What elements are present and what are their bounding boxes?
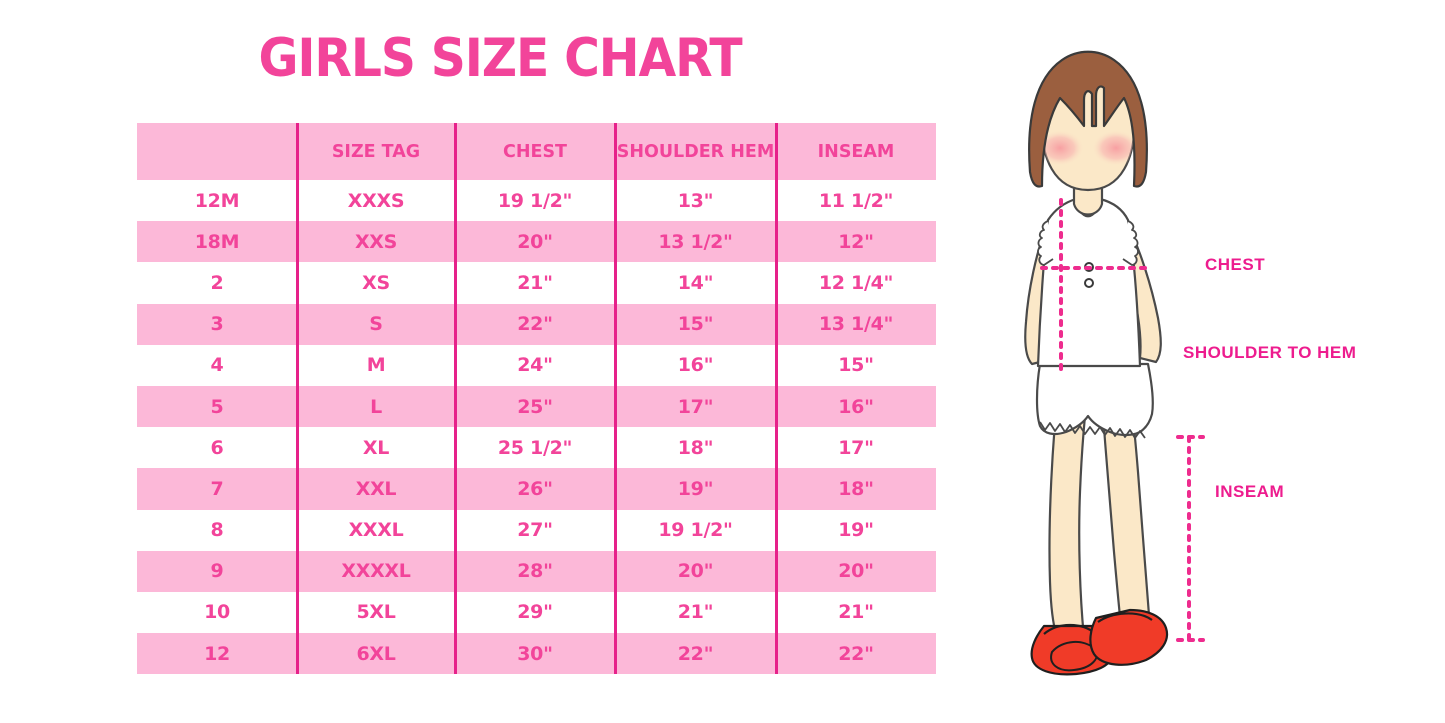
table-header: SIZE TAG CHEST SHOULDER HEM INSEAM	[137, 123, 936, 180]
cell-inseam: 16"	[838, 395, 874, 418]
cell-chest: 25"	[455, 385, 617, 428]
cell-size: 2	[137, 262, 299, 304]
cell-chest: 27"	[455, 509, 617, 551]
right-shoe-strap	[1097, 612, 1153, 623]
cell-size: 5	[137, 385, 299, 428]
cell-inseam: 20"	[838, 560, 874, 583]
table-row: 5 L 25" 17" 16"	[137, 385, 936, 428]
cell-chest: 29"	[455, 591, 617, 634]
cell-chest: 28"	[455, 550, 617, 593]
cell-size-tag: L	[297, 385, 457, 428]
cell-size-tag: XXL	[297, 468, 457, 510]
cell-size-tag: XXS	[297, 221, 457, 263]
cell-size-tag: 6XL	[297, 633, 457, 675]
cell-size-tag: XXXS	[297, 180, 457, 222]
cell-inseam: 22"	[838, 642, 874, 665]
cell-shoulder-hem: 19 1/2"	[615, 509, 778, 551]
table-row: 8 XXXL 27" 19 1/2" 19"	[137, 509, 936, 551]
label-chest: CHEST	[1205, 255, 1266, 274]
label-inseam: INSEAM	[1215, 482, 1285, 501]
table-row: 9 XXXXL 28" 20" 20"	[137, 550, 936, 593]
cell-size: 7	[137, 468, 299, 510]
cell-size: 8	[137, 509, 299, 551]
column-header-chest: CHEST	[455, 123, 617, 180]
cell-size-tag: XXXXL	[297, 550, 457, 593]
right-shoulder-ruffle	[1122, 220, 1139, 266]
cell-shoulder-hem: 15"	[615, 303, 778, 345]
cell-shoulder-hem: 22"	[615, 633, 778, 675]
cell-chest: 21"	[455, 262, 617, 304]
cell-chest: 30"	[455, 633, 617, 675]
label-shoulder-to-hem: SHOULDER TO HEM	[1183, 343, 1357, 362]
cell-inseam: 12"	[838, 230, 874, 253]
table-row: 18M XXS 20" 13 1/2" 12"	[137, 221, 936, 263]
girl-figure-illustration	[1024, 50, 1205, 676]
column-header-size-tag: SIZE TAG	[297, 123, 457, 180]
cell-inseam: 21"	[838, 601, 874, 624]
cell-chest: 22"	[455, 303, 617, 345]
cell-shoulder-hem: 13 1/2"	[615, 221, 778, 263]
bodice-button-lower	[1084, 278, 1094, 288]
cell-chest: 25 1/2"	[455, 427, 617, 469]
cell-shoulder-hem: 18"	[615, 427, 778, 469]
column-header-inseam: INSEAM	[817, 141, 895, 162]
cell-size: 12M	[137, 180, 299, 222]
cell-shoulder-hem: 13"	[615, 180, 778, 222]
cell-inseam: 18"	[838, 477, 874, 500]
cell-shoulder-hem: 16"	[615, 344, 778, 387]
cell-shoulder-hem: 14"	[615, 262, 778, 304]
cell-size: 9	[137, 550, 299, 593]
left-cheek-blush	[1041, 130, 1084, 166]
cell-size: 6	[137, 427, 299, 469]
cell-size: 4	[137, 344, 299, 387]
cell-size-tag: 5XL	[297, 591, 457, 634]
table-row: 7 XXL 26" 19" 18"	[137, 468, 936, 510]
cell-chest: 24"	[455, 344, 617, 387]
left-shoulder-ruffle	[1037, 220, 1054, 266]
cell-size: 10	[137, 591, 299, 634]
cell-inseam: 15"	[838, 354, 874, 377]
table-row: 12M XXXS 19 1/2" 13" 11 1/2"	[137, 180, 936, 222]
hair	[1028, 50, 1148, 188]
cell-size: 3	[137, 303, 299, 345]
table-row: 3 S 22" 15" 13 1/4"	[137, 303, 936, 345]
cell-shoulder-hem: 19"	[615, 468, 778, 510]
cell-size-tag: XS	[297, 262, 457, 304]
cell-inseam: 12 1/4"	[818, 271, 894, 294]
cell-shoulder-hem: 21"	[615, 591, 778, 634]
column-header-shoulder-hem: SHOULDER HEM	[615, 123, 778, 180]
cell-size: 12	[137, 633, 299, 675]
table-row: 12 6XL 30" 22" 22"	[137, 633, 936, 675]
cell-shoulder-hem: 20"	[615, 550, 778, 593]
cell-inseam: 17"	[838, 436, 874, 459]
column-header-size	[137, 123, 299, 180]
cell-size: 18M	[137, 221, 299, 263]
cell-inseam: 11 1/2"	[818, 189, 894, 212]
page-title: GIRLS SIZE CHART	[258, 28, 742, 89]
cell-size-tag: S	[297, 303, 457, 345]
size-chart-table: SIZE TAG CHEST SHOULDER HEM INSEAM 12M XX…	[137, 123, 936, 675]
right-shoe	[1089, 608, 1169, 666]
left-shoe-toe	[1050, 641, 1098, 672]
cell-inseam: 19"	[838, 519, 874, 542]
cell-shoulder-hem: 17"	[615, 385, 778, 428]
table-row: 6 XL 25 1/2" 18" 17"	[137, 427, 936, 469]
cell-chest: 19 1/2"	[455, 180, 617, 222]
table-body: 12M XXXS 19 1/2" 13" 11 1/2" 18M XXS 20" 13 1/2"…	[137, 180, 936, 675]
cell-inseam: 13 1/4"	[818, 313, 894, 336]
table-header-row: SIZE TAG CHEST SHOULDER HEM INSEAM	[137, 123, 936, 180]
cell-size-tag: XL	[297, 427, 457, 469]
cell-chest: 20"	[455, 221, 617, 263]
cell-size-tag: M	[297, 344, 457, 387]
table-row: 10 5XL 29" 21" 21"	[137, 591, 936, 634]
right-cheek-blush	[1092, 130, 1135, 166]
cell-chest: 26"	[455, 468, 617, 510]
girl-body-group	[1024, 50, 1205, 676]
table-row: 4 M 24" 16" 15"	[137, 344, 936, 387]
table-row: 2 XS 21" 14" 12 1/4"	[137, 262, 936, 304]
skirt	[1035, 362, 1154, 437]
skirt-ruffle-edge	[1039, 421, 1146, 439]
cell-size-tag: XXXL	[297, 509, 457, 551]
